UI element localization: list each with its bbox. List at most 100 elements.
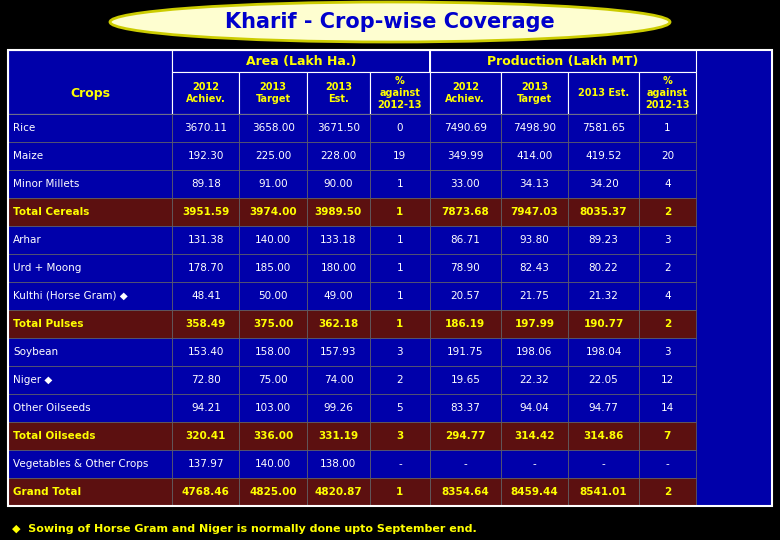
Bar: [370, 422, 430, 450]
Text: 3989.50: 3989.50: [315, 207, 362, 217]
Bar: [307, 310, 370, 338]
Bar: [639, 338, 696, 366]
Text: 2013
Est.: 2013 Est.: [325, 82, 352, 104]
Text: Area (Lakh Ha.): Area (Lakh Ha.): [246, 55, 356, 68]
Bar: [307, 226, 370, 254]
Bar: [8, 114, 172, 142]
Bar: [639, 170, 696, 198]
Text: 19.65: 19.65: [450, 375, 480, 385]
Text: 89.23: 89.23: [589, 235, 619, 245]
Text: 3658.00: 3658.00: [252, 123, 295, 133]
Bar: [8, 394, 172, 422]
Text: 157.93: 157.93: [320, 347, 356, 357]
Text: 14: 14: [661, 403, 674, 413]
Bar: [370, 114, 430, 142]
Bar: [307, 450, 370, 478]
Bar: [568, 254, 639, 282]
Bar: [307, 198, 370, 226]
Bar: [239, 366, 307, 394]
Bar: [430, 422, 501, 450]
Bar: [8, 338, 172, 366]
Text: Total Oilseeds: Total Oilseeds: [13, 431, 95, 441]
Text: 7498.90: 7498.90: [513, 123, 556, 133]
Bar: [8, 422, 172, 450]
Text: 138.00: 138.00: [321, 459, 356, 469]
Text: 1: 1: [396, 179, 403, 189]
Text: 22.05: 22.05: [589, 375, 619, 385]
Bar: [239, 226, 307, 254]
Bar: [501, 422, 568, 450]
Text: 180.00: 180.00: [321, 263, 356, 273]
Bar: [370, 72, 430, 114]
Bar: [430, 72, 501, 114]
Text: 2013 Est.: 2013 Est.: [578, 88, 629, 98]
Text: 1: 1: [396, 487, 403, 497]
Bar: [639, 394, 696, 422]
Text: 158.00: 158.00: [255, 347, 291, 357]
Text: %
against
2012-13: % against 2012-13: [378, 76, 422, 110]
Bar: [307, 142, 370, 170]
Text: 2013
Target: 2013 Target: [256, 82, 291, 104]
Bar: [568, 226, 639, 254]
Bar: [501, 72, 568, 114]
Bar: [639, 226, 696, 254]
Text: 314.42: 314.42: [514, 431, 555, 441]
Bar: [370, 282, 430, 310]
Text: 190.77: 190.77: [583, 319, 624, 329]
Text: 94.21: 94.21: [191, 403, 221, 413]
Bar: [501, 254, 568, 282]
Bar: [307, 338, 370, 366]
Text: 21.75: 21.75: [519, 291, 549, 301]
Bar: [639, 310, 696, 338]
Text: 7873.68: 7873.68: [441, 207, 489, 217]
Text: 90.00: 90.00: [324, 179, 353, 189]
Text: 4768.46: 4768.46: [182, 487, 230, 497]
Text: Minor Millets: Minor Millets: [13, 179, 80, 189]
Bar: [568, 282, 639, 310]
Text: 7490.69: 7490.69: [444, 123, 487, 133]
Bar: [172, 142, 239, 170]
Bar: [430, 338, 501, 366]
Bar: [8, 170, 172, 198]
Bar: [172, 72, 239, 114]
Bar: [172, 170, 239, 198]
Text: 140.00: 140.00: [255, 235, 291, 245]
Text: 2: 2: [664, 487, 671, 497]
Bar: [568, 422, 639, 450]
Text: %
against
2012-13: % against 2012-13: [645, 76, 690, 110]
Text: 20.57: 20.57: [450, 291, 480, 301]
Text: Grand Total: Grand Total: [13, 487, 81, 497]
Bar: [501, 310, 568, 338]
Text: 3974.00: 3974.00: [250, 207, 297, 217]
Bar: [430, 366, 501, 394]
Bar: [307, 72, 370, 114]
Text: 185.00: 185.00: [255, 263, 291, 273]
Text: Crops: Crops: [70, 86, 110, 99]
Text: 414.00: 414.00: [516, 151, 552, 161]
Text: Rice: Rice: [13, 123, 35, 133]
Bar: [172, 198, 239, 226]
Text: 86.71: 86.71: [450, 235, 480, 245]
Bar: [370, 170, 430, 198]
Text: 4: 4: [664, 179, 671, 189]
Bar: [430, 198, 501, 226]
Text: 50.00: 50.00: [258, 291, 288, 301]
Text: 21.32: 21.32: [589, 291, 619, 301]
Bar: [370, 394, 430, 422]
Text: 362.18: 362.18: [318, 319, 359, 329]
Bar: [8, 478, 172, 506]
Bar: [501, 450, 568, 478]
Bar: [307, 170, 370, 198]
Text: 12: 12: [661, 375, 674, 385]
Text: 7: 7: [664, 431, 671, 441]
Bar: [8, 142, 172, 170]
Text: 314.86: 314.86: [583, 431, 624, 441]
Text: 34.20: 34.20: [589, 179, 619, 189]
Text: Total Cereals: Total Cereals: [13, 207, 90, 217]
Bar: [501, 198, 568, 226]
Bar: [172, 450, 239, 478]
Bar: [370, 450, 430, 478]
Text: 3: 3: [396, 431, 403, 441]
Text: 75.00: 75.00: [258, 375, 288, 385]
Bar: [239, 310, 307, 338]
